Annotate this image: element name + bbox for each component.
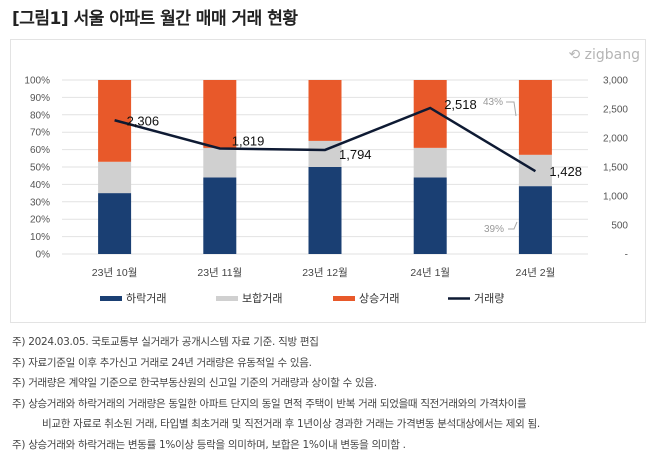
- left-tick-label: 80%: [30, 110, 50, 121]
- annotation-down-pct: 39%: [484, 224, 504, 235]
- category-label: 24년 2월: [516, 267, 556, 279]
- right-tick-label: 2,500: [603, 105, 628, 116]
- legend-swatch-보합거래: [216, 296, 238, 301]
- bar-보합거래: [98, 162, 131, 193]
- chart-svg: 0% 10% 20% 30% 40% 50% 60% 70% 80% 90% 100% - 500 1,0…: [0, 0, 658, 330]
- bar-하락거래: [519, 186, 552, 254]
- volume-data-label: 2,518: [444, 97, 477, 112]
- volume-data-label: 1,428: [549, 164, 582, 179]
- right-tick-label: 3,000: [603, 76, 628, 87]
- right-tick-label: 1,500: [603, 163, 628, 174]
- notes: 주) 2024.03.05. 국토교통부 실거래가 공개시스템 자료 기준. 직…: [12, 332, 540, 455]
- left-tick-label: 10%: [30, 232, 50, 243]
- annotation-leader: [508, 222, 517, 229]
- bar-상승거래: [309, 80, 342, 141]
- left-tick-label: 0%: [36, 250, 51, 261]
- legend-label: 보합거래: [242, 292, 282, 305]
- annotation-leader: [506, 102, 516, 116]
- left-tick-label: 100%: [24, 76, 50, 87]
- legend-label: 상승거래: [359, 292, 399, 305]
- bar-보합거래: [414, 148, 447, 178]
- left-tick-label: 20%: [30, 215, 50, 226]
- left-tick-label: 50%: [30, 163, 50, 174]
- legend-label: 하락거래: [126, 291, 166, 305]
- category-label: 23년 12월: [302, 267, 348, 279]
- bar-상승거래: [519, 80, 552, 155]
- right-tick-label: -: [625, 250, 628, 261]
- left-tick-label: 30%: [30, 197, 50, 208]
- volume-data-label: 1,794: [339, 147, 372, 162]
- left-tick-label: 70%: [30, 128, 50, 139]
- note-4-cont: 비교한 자료로 취소된 거래, 타입별 최초거래 및 직전거래 후 1년이상 경…: [12, 414, 540, 435]
- legend-swatch-상승거래: [333, 296, 355, 301]
- annotation-up-pct: 43%: [483, 97, 503, 108]
- left-tick-label: 60%: [30, 145, 50, 156]
- left-tick-label: 40%: [30, 180, 50, 191]
- volume-data-label: 1,819: [232, 133, 265, 148]
- right-tick-label: 500: [611, 221, 628, 232]
- volume-data-label: 2,306: [127, 113, 160, 128]
- right-tick-label: 2,000: [603, 134, 628, 145]
- legend-swatch-하락거래: [100, 296, 122, 301]
- category-label: 23년 11월: [197, 267, 242, 279]
- category-label: 24년 1월: [410, 267, 450, 279]
- category-label: 23년 10월: [92, 267, 138, 279]
- note-4: 주) 상승거래와 하락거래의 거래량은 동일한 아파트 단지의 동일 면적 주택…: [12, 394, 540, 415]
- bar-보합거래: [203, 148, 236, 178]
- bar-하락거래: [414, 177, 447, 254]
- legend-label: 거래량: [474, 292, 504, 305]
- left-tick-label: 90%: [30, 93, 50, 104]
- bar-하락거래: [203, 177, 236, 254]
- bar-하락거래: [98, 193, 131, 254]
- note-3: 주) 거래량은 계약일 기준으로 한국부동산원의 신고일 기준의 거래량과 상이…: [12, 373, 540, 394]
- note-1: 주) 2024.03.05. 국토교통부 실거래가 공개시스템 자료 기준. 직…: [12, 332, 540, 353]
- note-2: 주) 자료기준일 이후 추가신고 거래로 24년 거래량은 유동적일 수 있음.: [12, 353, 540, 374]
- right-tick-label: 1,000: [603, 192, 628, 203]
- bar-하락거래: [309, 167, 342, 254]
